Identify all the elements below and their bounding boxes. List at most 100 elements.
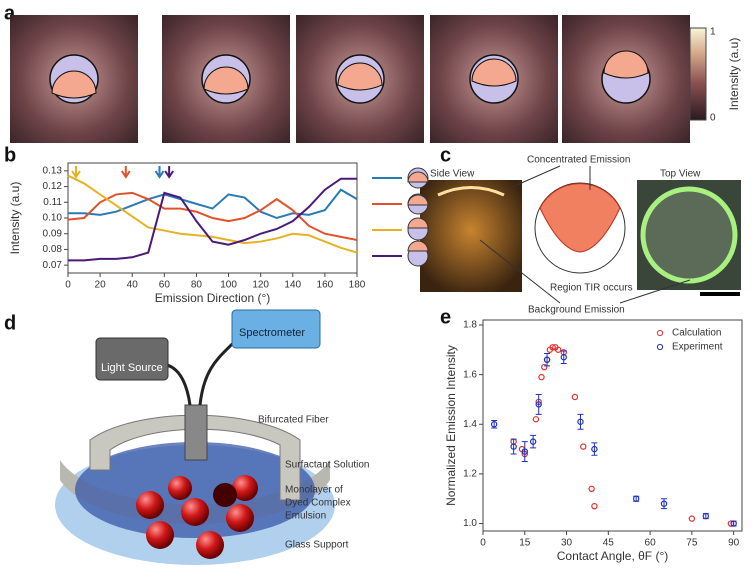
series-line: [67, 191, 358, 241]
legend-icon-cap: [407, 240, 429, 252]
droplet-cap: [203, 66, 249, 95]
panel-a-images: [10, 15, 690, 143]
x-tick-label: 160: [317, 280, 334, 291]
point: [577, 418, 584, 425]
colorbar: [689, 27, 707, 121]
x-tick-label: 20: [95, 280, 107, 291]
panel-label: b: [4, 144, 16, 166]
droplet-cap: [51, 70, 97, 99]
point: [510, 443, 517, 450]
point: [541, 363, 548, 371]
x-tick-label: 60: [645, 538, 657, 549]
annotation: Region TIR occurs: [550, 283, 633, 294]
y-axis-title: Normalized Emission Intensity: [444, 345, 458, 506]
droplet-cap: [603, 50, 649, 79]
annotation: Concentrated Emission: [527, 155, 630, 166]
point: [702, 512, 709, 520]
error-bar: [535, 393, 542, 415]
colorbar-tick: 0: [710, 113, 716, 124]
point: [632, 495, 640, 502]
panel-label: e: [440, 306, 451, 328]
point: [591, 502, 598, 510]
top-view-label: Top View: [660, 169, 701, 180]
error-bar: [591, 442, 598, 456]
legend-label: Calculation: [672, 328, 721, 339]
point: [554, 346, 562, 353]
legend-icon-cap: [407, 194, 429, 206]
emission-rim: [437, 186, 505, 197]
x-tick-label: 0: [65, 280, 71, 291]
peak-marker: [71, 166, 81, 179]
legend-marker: [656, 343, 664, 351]
point: [730, 520, 737, 527]
legend-icon-cap: [407, 217, 429, 229]
tir-region: [539, 183, 621, 253]
error-bar: [510, 438, 517, 455]
x-tick-label: 40: [127, 280, 139, 291]
error-bar: [521, 441, 528, 462]
fiber-probe: [184, 404, 208, 461]
droplets: [136, 475, 258, 559]
label: Surfactant Solution: [285, 460, 370, 471]
error-bar: [661, 498, 668, 510]
point: [529, 438, 537, 445]
series-line: [68, 177, 357, 262]
y-tick-label: 0.07: [43, 260, 63, 271]
label: Dyed Complex: [285, 498, 351, 509]
y-tick-label: 0.09: [43, 228, 63, 239]
point: [688, 515, 696, 522]
peak-marker: [120, 166, 131, 179]
x-tick-label: 120: [252, 280, 269, 291]
plot-frame: [482, 319, 743, 532]
point: [538, 373, 545, 381]
x-axis-title: Contact Angle, θF (°): [557, 549, 669, 563]
point: [490, 421, 498, 428]
x-tick-label: 30: [561, 538, 573, 549]
light-source-label: Light Source: [101, 362, 163, 374]
error-bar: [544, 353, 551, 367]
x-tick-label: 140: [284, 280, 301, 291]
side-view-image: [420, 180, 522, 292]
y-tick-label: 1.4: [463, 419, 477, 430]
peak-marker: [164, 166, 174, 179]
annotation-arrows: [479, 165, 691, 304]
legend-label: Experiment: [672, 342, 723, 353]
droplet-cap: [337, 62, 383, 91]
side-view-label: Side View: [430, 169, 475, 180]
point: [543, 356, 551, 363]
label: Emulsion: [285, 511, 326, 522]
point: [591, 445, 598, 453]
peak-marker: [154, 166, 165, 179]
y-tick-label: 0.08: [43, 244, 63, 255]
panel-label: d: [4, 312, 16, 334]
x-axis-title: Emission Direction (°): [155, 291, 271, 305]
x-tick-label: 90: [728, 538, 740, 549]
y-tick-label: 1.2: [463, 469, 477, 480]
colorbar-tick: 1: [710, 27, 716, 38]
x-tick-label: 0: [480, 538, 486, 549]
scale-bar: [700, 292, 740, 296]
x-tick-label: 15: [519, 538, 531, 549]
x-tick-label: 45: [603, 538, 615, 549]
label: Bifurcated Fiber: [258, 415, 329, 426]
point: [580, 443, 587, 450]
point: [521, 448, 528, 455]
x-tick-label: 60: [159, 280, 171, 291]
series-line: [68, 188, 358, 220]
point: [560, 354, 567, 361]
y-axis-title: Intensity (a.u): [8, 182, 22, 255]
label: Glass Support: [285, 540, 349, 551]
x-tick-label: 75: [686, 538, 698, 549]
legend-icon-cap: [407, 171, 429, 183]
spectrometer-box: [231, 309, 321, 349]
dish-back: [89, 414, 301, 501]
point: [571, 393, 579, 401]
point: [535, 401, 542, 408]
error-bar: [560, 350, 567, 364]
colorbar-label: Intensity (a.u): [727, 38, 741, 111]
annotation: Background Emission: [528, 305, 625, 316]
point: [660, 500, 668, 507]
error-bar: [530, 434, 537, 449]
spectrometer-label: Spectrometer: [239, 327, 305, 339]
top-view-ring: [640, 186, 738, 284]
